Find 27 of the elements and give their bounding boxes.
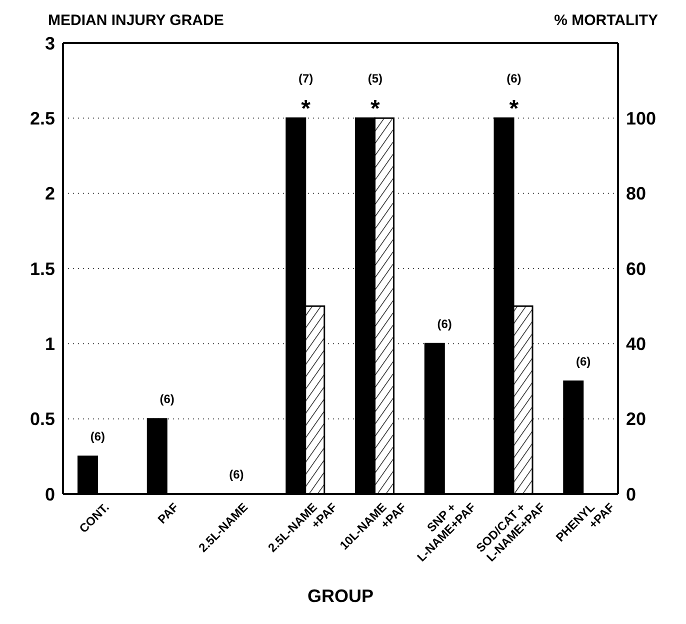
annotation: * bbox=[301, 96, 312, 123]
y2-tick-label: 100 bbox=[626, 108, 656, 129]
annotation: (6) bbox=[90, 430, 106, 444]
annotation: (7) bbox=[298, 71, 314, 86]
annotation: (6) bbox=[576, 354, 591, 369]
y2-tick-label: 80 bbox=[626, 184, 646, 204]
y-tick-label: 0 bbox=[44, 484, 55, 504]
annotation: (6) bbox=[437, 316, 452, 331]
x-axis-title: GROUP bbox=[307, 586, 374, 606]
y-tick-label: 2.5 bbox=[30, 108, 55, 129]
y-tick-label: 3 bbox=[44, 33, 55, 54]
y-tick-label: 2 bbox=[44, 184, 55, 204]
annotation: (6) bbox=[229, 467, 244, 482]
y-tick-label: 1.5 bbox=[30, 258, 55, 279]
annotation: * bbox=[370, 96, 381, 123]
y-axis-title: MEDIAN INJURY GRADE bbox=[48, 12, 224, 29]
annotation: (6) bbox=[160, 392, 174, 406]
y-tick-label: 0.5 bbox=[30, 409, 55, 430]
y2-axis-title: % MORTALITY bbox=[554, 12, 658, 29]
annotation: (5) bbox=[368, 71, 383, 86]
y-tick-label: 1 bbox=[44, 334, 55, 354]
y2-tick-label: 0 bbox=[626, 484, 636, 504]
annotation: * bbox=[509, 96, 520, 123]
annotation: (6) bbox=[506, 71, 522, 86]
y2-tick-label: 40 bbox=[626, 334, 646, 354]
y2-tick-label: 20 bbox=[626, 409, 646, 430]
y2-tick-label: 60 bbox=[626, 258, 646, 279]
